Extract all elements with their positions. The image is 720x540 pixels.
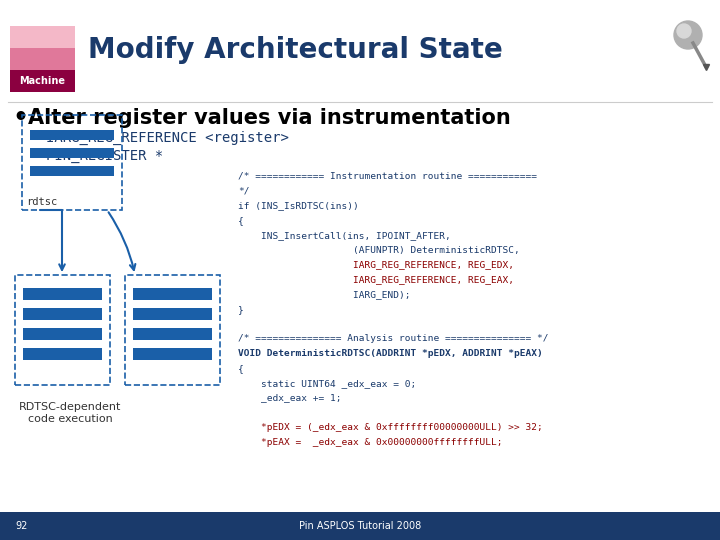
Text: /* ============ Instrumentation routine ============: /* ============ Instrumentation routine … — [238, 172, 537, 180]
Bar — [23, 308, 102, 320]
Bar — [10, 48, 75, 70]
Text: Alter register values via instrumentation: Alter register values via instrumentatio… — [28, 108, 510, 128]
Text: (AFUNPTR) DeterministicRDTSC,: (AFUNPTR) DeterministicRDTSC, — [238, 246, 520, 254]
Text: {: { — [238, 364, 244, 373]
Bar — [15, 275, 110, 385]
Text: Pin ASPLOS Tutorial 2008: Pin ASPLOS Tutorial 2008 — [299, 521, 421, 531]
Text: Machine: Machine — [19, 76, 65, 86]
Text: PIN_REGISTER *: PIN_REGISTER * — [46, 149, 163, 163]
Bar — [23, 348, 102, 360]
Text: *pEAX =  _edx_eax & 0x00000000ffffffffULL;: *pEAX = _edx_eax & 0x00000000ffffffffULL… — [238, 438, 503, 447]
Bar — [23, 288, 102, 300]
Text: *pEDX = (_edx_eax & 0xffffffff00000000ULL) >> 32;: *pEDX = (_edx_eax & 0xffffffff00000000UL… — [238, 423, 543, 432]
Text: RDTSC-dependent
code execution: RDTSC-dependent code execution — [19, 402, 121, 423]
Text: VOID DeterministicRDTSC(ADDRINT *pEDX, ADDRINT *pEAX): VOID DeterministicRDTSC(ADDRINT *pEDX, A… — [238, 349, 543, 358]
Text: */: */ — [238, 186, 250, 195]
Bar — [30, 166, 114, 176]
Bar — [10, 70, 75, 92]
Text: IARG_END);: IARG_END); — [238, 290, 410, 299]
Bar — [30, 148, 114, 158]
Bar — [22, 115, 122, 210]
Circle shape — [674, 21, 702, 49]
Text: IARG_REG_REFERENCE, REG_EAX,: IARG_REG_REFERENCE, REG_EAX, — [238, 275, 514, 284]
Text: Modify Architectural State: Modify Architectural State — [88, 36, 503, 64]
Text: {: { — [238, 216, 244, 225]
Bar — [133, 328, 212, 340]
Bar — [0, 512, 720, 540]
Bar — [133, 288, 212, 300]
Text: 92: 92 — [15, 521, 27, 531]
Text: •: • — [12, 106, 28, 130]
Bar — [125, 275, 220, 385]
Bar — [133, 308, 212, 320]
Text: static UINT64 _edx_eax = 0;: static UINT64 _edx_eax = 0; — [238, 379, 416, 388]
Text: IARG_REG_REFERENCE <register>: IARG_REG_REFERENCE <register> — [46, 131, 289, 145]
Text: if (INS_IsRDTSC(ins)): if (INS_IsRDTSC(ins)) — [238, 201, 359, 210]
Text: INS_InsertCall(ins, IPOINT_AFTER,: INS_InsertCall(ins, IPOINT_AFTER, — [238, 231, 451, 240]
Text: IARG_REG_REFERENCE, REG_EDX,: IARG_REG_REFERENCE, REG_EDX, — [238, 260, 514, 269]
Bar — [30, 130, 114, 140]
Text: rdtsc: rdtsc — [26, 197, 58, 207]
Text: }: } — [238, 305, 244, 314]
Bar — [10, 26, 75, 48]
Text: /* =============== Analysis routine =============== */: /* =============== Analysis routine ====… — [238, 334, 549, 343]
Circle shape — [677, 24, 691, 38]
Bar — [133, 348, 212, 360]
Text: –: – — [32, 148, 40, 164]
Text: _edx_eax += 1;: _edx_eax += 1; — [238, 394, 341, 402]
Text: –: – — [32, 131, 40, 145]
Bar — [23, 328, 102, 340]
